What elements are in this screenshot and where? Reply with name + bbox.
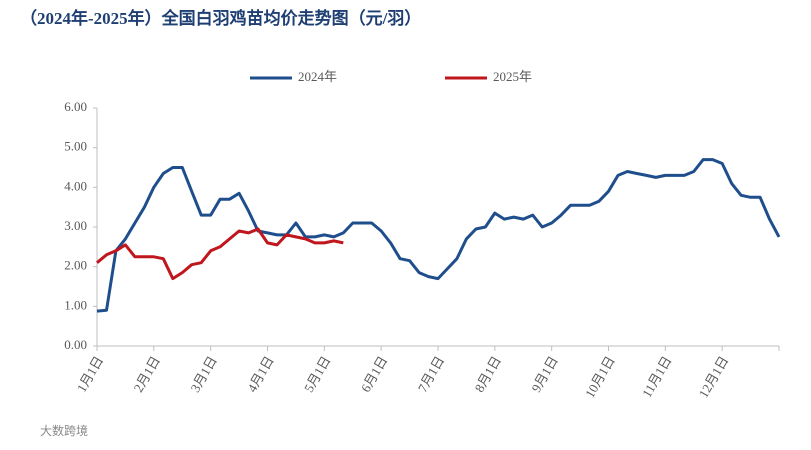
y-tick-label: 6.00 [64, 99, 87, 114]
x-tick-label: 7月1日 [415, 353, 447, 394]
y-tick-label: 3.00 [64, 218, 87, 233]
y-tick-label: 2.00 [64, 258, 87, 273]
x-tick-label: 12月1日 [696, 353, 732, 400]
x-tick-label: 5月1日 [301, 353, 333, 394]
legend-label: 2025年 [493, 69, 532, 84]
x-tick-label: 8月1日 [472, 353, 504, 394]
y-tick-label: 5.00 [64, 139, 87, 154]
y-tick-label: 1.00 [64, 297, 87, 312]
chart-title: （2024年-2025年）全国白羽鸡苗均价走势图（元/羽） [20, 8, 421, 28]
legend-label: 2024年 [298, 69, 337, 84]
x-tick-label: 2月1日 [131, 353, 163, 394]
x-tick-label: 1月1日 [74, 353, 106, 394]
y-tick-label: 4.00 [64, 178, 87, 193]
x-tick-label: 4月1日 [244, 353, 276, 394]
footer: 大数跨境 [40, 423, 88, 438]
x-tick-label: 10月1日 [582, 353, 618, 400]
x-tick-label: 9月1日 [528, 353, 560, 394]
x-tick-label: 6月1日 [358, 353, 390, 394]
series-line [96, 158, 781, 313]
y-tick-label: 0.00 [64, 337, 87, 352]
x-tick-label: 11月1日 [639, 353, 675, 399]
x-tick-label: 3月1日 [187, 353, 219, 394]
series-line [96, 227, 344, 281]
